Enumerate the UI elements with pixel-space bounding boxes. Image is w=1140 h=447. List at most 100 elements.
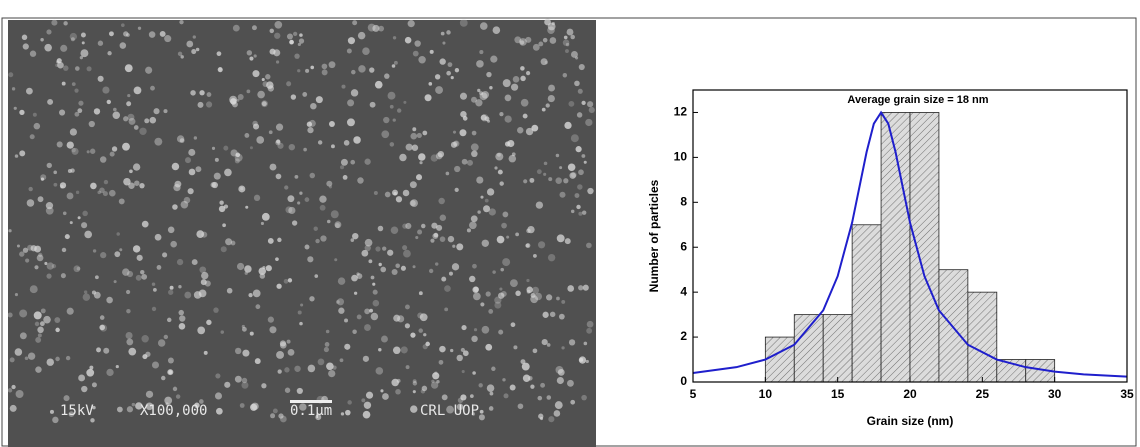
grain-dot [583,341,588,346]
grain-dot [205,101,213,108]
grain-dot [499,181,504,186]
grain-dot [82,293,91,301]
grain-dot [74,88,79,93]
grain-dot [253,54,257,58]
histogram-bar [967,291,998,383]
grain-dot [549,311,556,318]
grain-dot [478,414,485,421]
grain-dot [46,262,54,270]
grain-dot [40,174,47,181]
grain-dot [186,40,194,48]
grain-dot [419,313,428,322]
grain-dot [486,384,495,392]
grain-dot [341,84,346,89]
grain-dot [151,282,156,286]
grain-dot [239,403,245,408]
grain-dot [504,115,512,123]
grain-dot [19,109,25,116]
grain-dot [513,345,518,350]
grain-dot [164,396,173,405]
grain-dot [308,119,316,127]
histogram-bar [938,269,969,383]
grain-dot [236,98,240,102]
grain-dot [574,80,580,87]
grain-dot [274,20,283,29]
grain-dot [350,159,356,165]
grain-dot [372,24,380,32]
grain-dot [412,127,417,132]
grain-dot [346,48,352,54]
grain-dot [211,181,218,189]
grain-dot [178,285,182,289]
grain-dot [565,42,570,47]
grain-dot [97,190,101,195]
grain-dot [511,152,516,157]
grain-dot [520,75,526,82]
grain-dot [338,307,345,314]
grain-dot [461,324,467,331]
grain-dot [161,375,166,381]
grain-dot [30,245,37,252]
grain-dot [99,156,107,163]
grain-dot [297,310,302,315]
grain-dot [479,409,484,414]
grain-dot [425,341,430,347]
grain-dot [100,324,108,332]
grain-dot [567,285,575,292]
grain-dot [547,94,555,103]
grain-dot [383,116,390,124]
grain-dot [149,116,157,124]
grain-dot [570,34,575,40]
grain-dot [133,125,139,130]
grain-dot [537,395,543,401]
grain-dot [352,232,359,240]
grain-dot [33,122,41,130]
grain-dot [188,148,196,156]
grain-dot [196,230,205,239]
grain-dot [542,311,549,318]
grain-dot [336,298,345,306]
grain-dot [277,142,284,149]
grain-dot [492,270,496,274]
sem-label: X100,000 [140,403,207,419]
grain-dot [265,265,272,272]
grain-dot [151,361,160,369]
grain-dot [71,147,76,153]
grain-dot [382,393,389,400]
grain-dot [416,132,422,139]
sem-label: 15kV [60,403,94,419]
grain-dot [454,67,460,73]
grain-dot [469,394,474,398]
grain-dot [29,50,37,57]
grain-dot [123,177,131,186]
grain-dot [404,36,412,44]
grain-dot [347,37,356,45]
grain-dot [502,79,511,88]
grain-dot [548,177,553,182]
grain-dot [561,346,565,350]
grain-dot [509,279,518,288]
grain-dot [103,179,109,185]
grain-dot [89,365,94,370]
grain-dot [69,32,78,41]
grain-dot [486,71,492,78]
grain-dot [224,381,231,388]
grain-dot [553,410,561,417]
grain-dot [339,358,344,363]
grain-dot [419,161,423,165]
grain-dot [102,191,108,197]
grain-dot [229,95,238,104]
grain-dot [372,289,378,295]
grain-dot [253,194,261,202]
grain-dot [340,165,345,170]
grain-dot [439,214,447,221]
grain-dot [224,168,232,177]
grain-dot [191,259,198,266]
grain-dot [291,220,298,226]
grain-dot [519,38,527,46]
grain-dot [251,25,257,31]
grain-dot [434,262,439,266]
grain-dot [549,37,557,44]
grain-dot [544,18,551,26]
grain-dot [129,169,133,174]
